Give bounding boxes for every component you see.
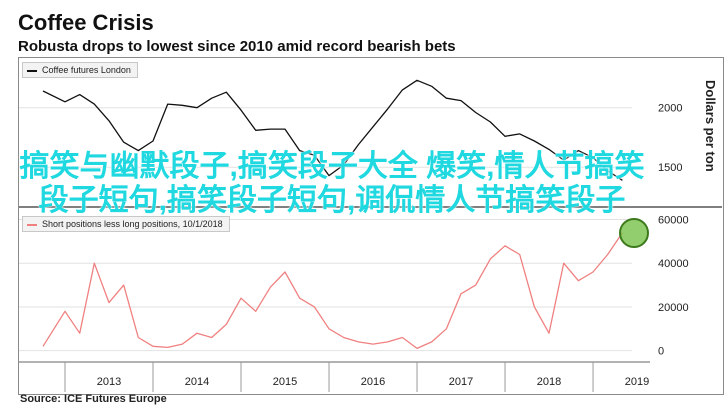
legend-label-bottom: Short positions less long positions, 10/…: [42, 219, 223, 229]
x-tick-label-2015: 2015: [273, 376, 297, 388]
y-tick-bottom-0: 0: [658, 346, 664, 358]
y-tick-bottom-3: 60000: [658, 215, 689, 227]
y-tick-bottom-2: 40000: [658, 258, 689, 270]
chart-subtitle: Robusta drops to lowest since 2010 amid …: [18, 38, 456, 55]
highlight-marker: [619, 218, 649, 248]
source-note: Source: ICE Futures Europe: [20, 393, 167, 405]
legend-swatch-top: [27, 69, 37, 72]
x-tick-label-2016: 2016: [361, 376, 385, 388]
overlay-text: 搞笑与幽默段子,搞笑段子大全 爆笑,情人节搞笑段子短句,搞笑段子短句,调侃情人节…: [19, 150, 645, 217]
legend-swatch-bottom: [27, 223, 37, 226]
legend-top: Coffee futures London: [22, 62, 138, 78]
x-tick-label-2013: 2013: [97, 376, 121, 388]
x-tick-label-2018: 2018: [537, 376, 561, 388]
coffee-price-line: [42, 79, 623, 181]
y-tick-top-1: 2000: [658, 103, 682, 115]
legend-bottom: Short positions less long positions, 10/…: [22, 216, 230, 232]
y-axis-title: Dollars per ton: [703, 80, 718, 172]
y-tick-top-0: 1500: [658, 162, 682, 174]
x-tick-label-2017: 2017: [449, 376, 473, 388]
y-tick-bottom-1: 20000: [658, 302, 689, 314]
chart-title: Coffee Crisis: [18, 10, 154, 35]
net-short-line: [42, 232, 623, 350]
x-tick-label-2014: 2014: [185, 376, 209, 388]
legend-label-top: Coffee futures London: [42, 65, 131, 75]
x-tick-label-2019: 2019: [625, 376, 649, 388]
